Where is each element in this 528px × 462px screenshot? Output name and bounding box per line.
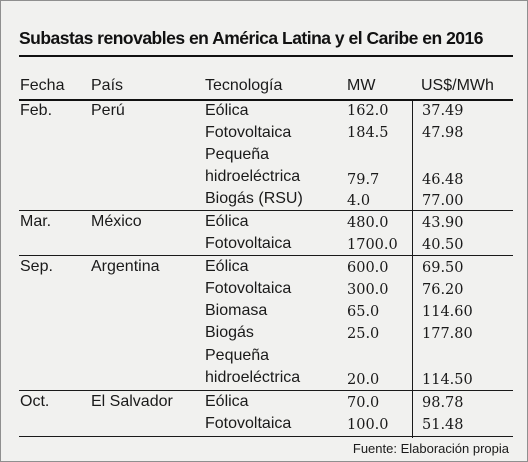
price-cell: 47.98 [422,125,464,141]
tech-cell: Eólica [205,393,249,410]
mw-cell: 4.0 [347,193,371,209]
mw-cell: 70.0 [347,395,380,411]
mw-cell: 79.7 [347,172,380,188]
group-fecha: Sep. [20,258,53,275]
header-pais: País [91,77,124,94]
group-pais: El Salvador [91,393,173,410]
group-pais: Perú [91,102,125,119]
tech-cell: Fotovoltaica [205,235,292,252]
mw-cell: 20.0 [347,372,380,388]
mw-cell: 300.0 [347,282,389,298]
tech-cell-line2: hidroeléctrica [205,369,301,386]
mw-cell: 600.0 [347,260,389,276]
mw-cell: 184.5 [347,125,389,141]
bottom-rule [19,436,513,437]
tech-cell: Biogás [205,324,254,341]
price-cell: 114.60 [422,304,473,320]
tech-cell: Fotovoltaica [205,280,292,297]
header-tecnologia: Tecnología [205,77,283,94]
tech-cell: Pequeña [205,146,270,163]
price-cell: 69.50 [422,260,464,276]
mw-cell: 25.0 [347,326,380,342]
tech-cell: Biomasa [205,302,268,319]
mw-cell: 162.0 [347,103,389,119]
header-rule [19,99,513,101]
group-rule [19,255,513,256]
mw-cell: 100.0 [347,417,389,433]
mw-cell: 65.0 [347,304,380,320]
title-rule [19,55,513,57]
tech-cell: Eólica [205,258,249,275]
price-cell: 98.78 [422,395,464,411]
tech-cell: Fotovoltaica [205,415,292,432]
tech-cell: Eólica [205,102,249,119]
column-divider [412,101,413,438]
tech-cell: Biogás (RSU) [205,190,303,207]
table-title: Subastas renovables en América Latina y … [19,28,484,48]
price-cell: 46.48 [422,172,464,188]
tech-cell: Pequeña [205,347,270,364]
price-cell: 37.49 [422,103,464,119]
source-note: Fuente: Elaboración propia [352,441,509,456]
group-fecha: Oct. [20,393,50,410]
price-cell: 40.50 [422,237,464,253]
price-cell: 114.50 [422,372,473,388]
group-pais: Argentina [91,258,160,275]
price-cell: 77.00 [422,193,464,209]
header-fecha: Fecha [20,77,65,94]
price-cell: 51.48 [422,417,464,433]
price-cell: 177.80 [422,326,473,342]
price-cell: 43.90 [422,215,464,231]
group-rule [19,390,513,391]
group-fecha: Feb. [20,102,53,119]
group-rule [19,210,513,211]
mw-cell: 480.0 [347,215,389,231]
tech-cell: Eólica [205,213,249,230]
mw-cell: 1700.0 [347,237,398,253]
group-pais: México [91,213,142,230]
tech-cell: Fotovoltaica [205,124,292,141]
price-cell: 76.20 [422,282,464,298]
tech-cell-line2: hidroeléctrica [205,168,301,185]
header-mw: MW [347,77,376,94]
header-precio: US$/MWh [421,77,494,94]
group-fecha: Mar. [20,213,52,230]
